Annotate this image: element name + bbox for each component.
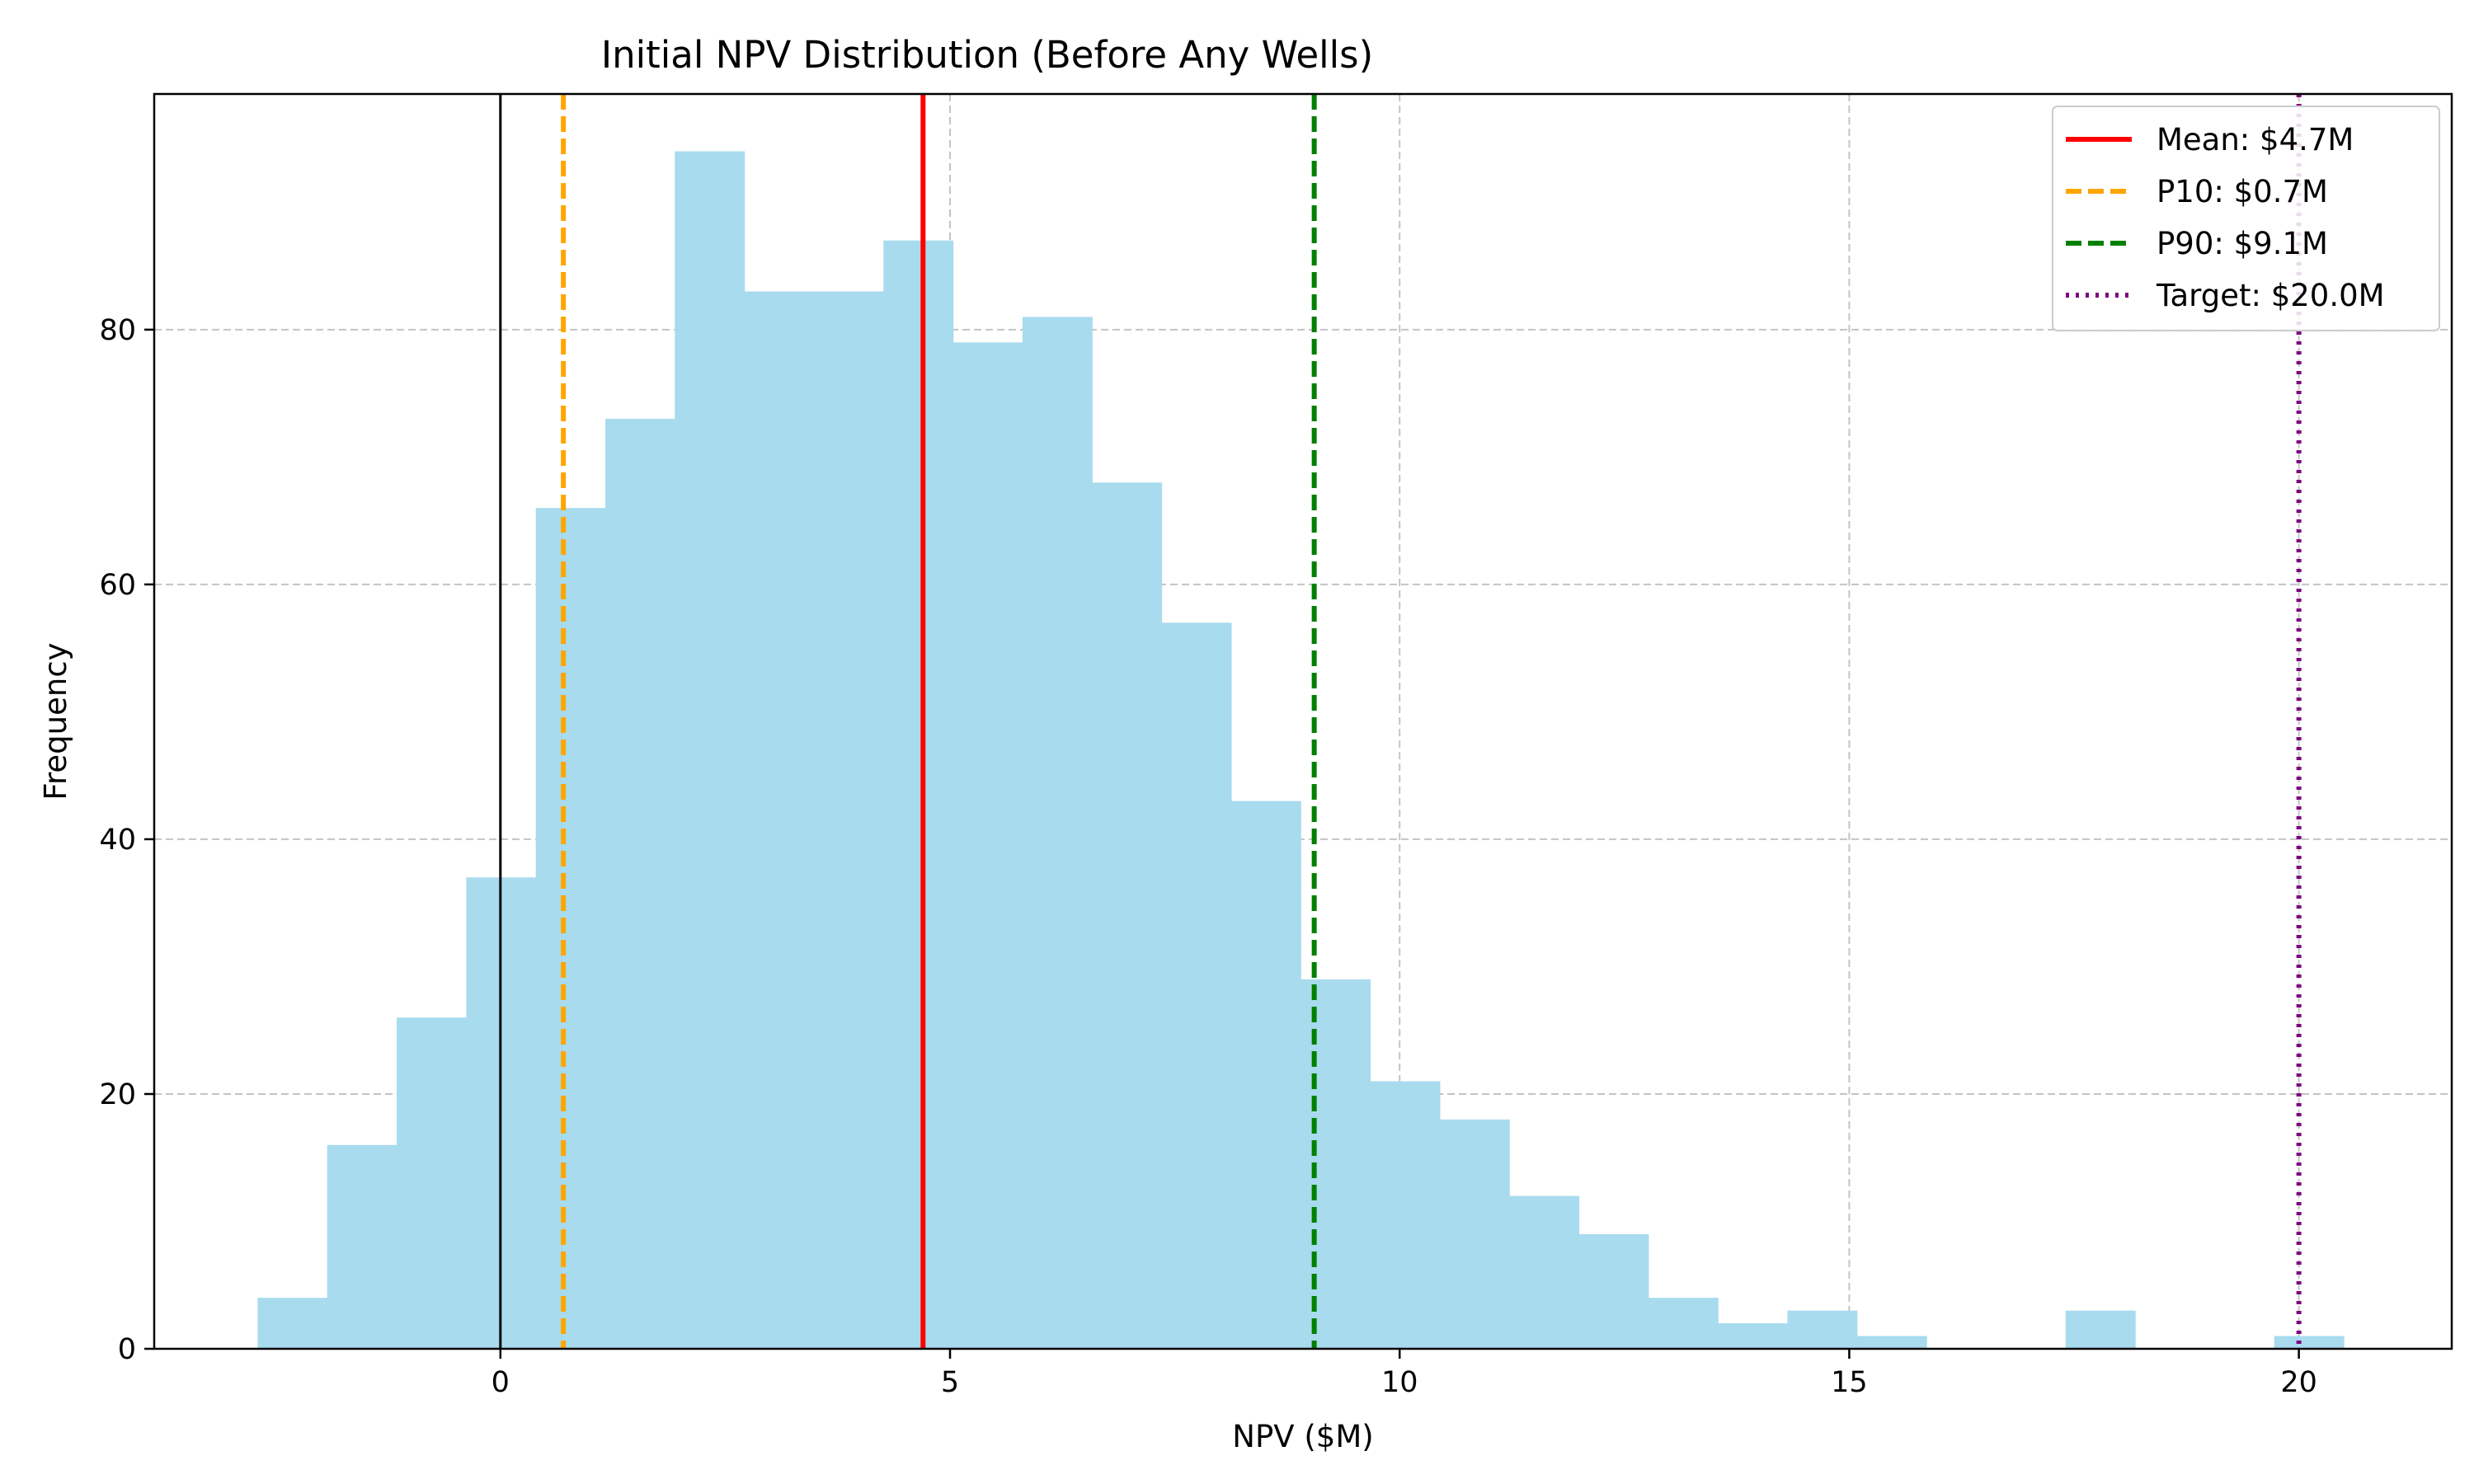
- legend-label: P10: $0.7M: [2157, 174, 2328, 209]
- y-tick-label: 60: [99, 569, 136, 602]
- histogram-bar: [535, 508, 606, 1349]
- histogram-bar: [1022, 317, 1093, 1349]
- histogram-bar: [327, 1144, 397, 1349]
- y-tick-label: 20: [99, 1078, 136, 1111]
- histogram-bar: [1230, 801, 1301, 1349]
- histogram-bar: [883, 240, 954, 1349]
- y-tick-label: 80: [99, 314, 136, 347]
- histogram-bar: [813, 291, 884, 1349]
- x-tick-label: 0: [492, 1366, 510, 1399]
- x-tick-label: 20: [2280, 1366, 2317, 1399]
- histogram-bar: [1092, 482, 1163, 1349]
- histogram-bar: [1300, 979, 1371, 1349]
- legend: Mean: $4.7M P10: $0.7M P90: $9.1M Target: $…: [2052, 106, 2440, 331]
- x-axis-ticks: 0 5 10 15 20: [492, 1349, 2317, 1399]
- legend-box: [2052, 106, 2440, 331]
- histogram-bar: [1718, 1323, 1789, 1349]
- histogram-bar: [2274, 1336, 2345, 1349]
- plot-frame: [153, 92, 2453, 1350]
- histogram-bar: [1578, 1233, 1649, 1349]
- histogram-bars: [257, 151, 2345, 1350]
- y-axis-label: Frequency: [38, 642, 73, 800]
- x-tick-label: 15: [1831, 1366, 1868, 1399]
- histogram-bar: [605, 419, 675, 1350]
- legend-label: Mean: $4.7M: [2157, 122, 2354, 157]
- histogram-bar: [1648, 1298, 1719, 1349]
- x-tick-label: 10: [1381, 1366, 1418, 1399]
- histogram-bar: [1439, 1119, 1510, 1349]
- y-tick-label: 0: [118, 1333, 136, 1366]
- x-tick-label: 5: [941, 1366, 959, 1399]
- histogram-bar: [1509, 1195, 1580, 1349]
- histogram-bar: [675, 151, 745, 1350]
- histogram-bar: [1787, 1310, 1858, 1349]
- chart-title: Initial NPV Distribution (Before Any Wel…: [601, 33, 1373, 77]
- legend-label: Target: $20.0M: [2156, 278, 2385, 313]
- histogram-bar: [1370, 1081, 1441, 1349]
- histogram-bar: [744, 291, 815, 1349]
- y-axis-ticks: 0 20 40 60 80: [99, 314, 154, 1366]
- histogram-bar: [397, 1017, 467, 1349]
- x-axis-label: NPV ($M): [1232, 1419, 1373, 1454]
- histogram-bar: [2065, 1310, 2136, 1349]
- histogram-bar: [1856, 1336, 1927, 1349]
- histogram-bar: [257, 1298, 328, 1349]
- legend-label: P90: $9.1M: [2157, 226, 2328, 261]
- y-tick-label: 40: [99, 824, 136, 857]
- histogram-bar: [952, 342, 1023, 1350]
- histogram-bar: [1161, 622, 1232, 1349]
